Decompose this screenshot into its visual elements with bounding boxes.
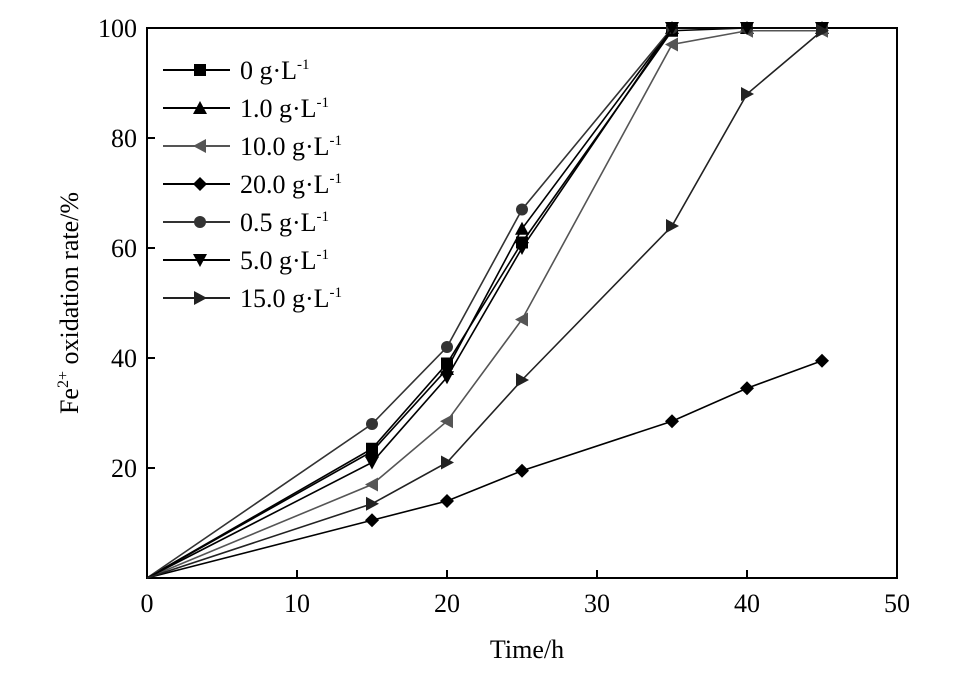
legend-marker: [194, 64, 206, 76]
data-point: [665, 22, 679, 35]
legend-unit-sup: -1: [330, 285, 343, 301]
legend-unit-sup: -1: [317, 247, 330, 263]
legend-value: 10.0: [240, 132, 286, 161]
series-3: [146, 353, 829, 579]
legend-value: 5.0: [240, 246, 273, 275]
legend-unit: g·L: [273, 94, 317, 123]
legend-marker: [193, 139, 206, 153]
legend-item: 20.0 g·L-1: [163, 170, 342, 199]
data-point: [740, 381, 754, 396]
legend-item: 10.0 g·L-1: [163, 132, 342, 161]
x-tick-label: 40: [734, 589, 760, 618]
x-tick-label: 0: [141, 589, 154, 618]
data-point: [365, 456, 379, 470]
legend-marker: [194, 216, 206, 228]
legend-unit: g·L: [286, 284, 330, 313]
legend-unit-sup: -1: [317, 95, 330, 111]
data-point: [516, 373, 529, 387]
data-point: [515, 463, 529, 478]
plot-frame: [146, 27, 898, 579]
data-point: [515, 221, 529, 235]
data-point: [440, 414, 453, 429]
data-point: [665, 37, 678, 52]
data-point: [366, 418, 378, 430]
y-axis-title-sup: 2+: [55, 371, 72, 388]
legend-value: 1.0: [240, 94, 273, 123]
y-axis-title-rest: oxidation rate/%: [55, 192, 84, 371]
y-tick-label: 20: [111, 454, 137, 483]
data-point: [440, 371, 454, 385]
data-point: [665, 414, 679, 429]
legend-item: 5.0 g·L-1: [163, 246, 329, 275]
data-point: [740, 22, 754, 35]
legend-marker: [193, 254, 207, 267]
data-point: [366, 496, 379, 511]
y-axis-title: Fe2+ oxidation rate/%: [55, 192, 84, 414]
legend-marker: [194, 291, 207, 305]
legend-marker: [193, 101, 207, 114]
legend-label: 0 g·L-1: [240, 56, 310, 85]
y-tick-label: 80: [111, 124, 137, 153]
legend-unit: g·L: [286, 170, 330, 199]
legend-unit: g·L: [286, 132, 330, 161]
legend-value: 15.0: [240, 284, 286, 313]
y-tick-label: 100: [98, 14, 137, 43]
legend-label: 15.0 g·L-1: [240, 284, 342, 313]
legend-label: 5.0 g·L-1: [240, 246, 329, 275]
legend-unit-sup: -1: [330, 133, 343, 149]
y-tick-label: 60: [111, 234, 137, 263]
legend-value: 0.5: [240, 208, 273, 237]
data-point: [441, 341, 453, 353]
legend-unit-sup: -1: [317, 209, 330, 225]
x-tick-label: 10: [284, 589, 310, 618]
data-point: [816, 23, 829, 38]
data-point: [515, 312, 528, 327]
data-point: [440, 494, 454, 508]
legend-unit: g·L: [273, 208, 317, 237]
legend-unit-sup: -1: [330, 171, 343, 187]
data-point: [666, 219, 679, 233]
legend-label: 0.5 g·L-1: [240, 208, 329, 237]
legend-item: 1.0 g·L-1: [163, 94, 329, 123]
data-point: [365, 477, 378, 492]
x-tick-label: 30: [584, 589, 610, 618]
data-point: [741, 87, 754, 101]
data-point: [441, 455, 454, 470]
legend-item: 0 g·L-1: [163, 56, 310, 85]
data-point: [515, 242, 529, 255]
y-axis-title-main: Fe: [55, 388, 84, 414]
legend-label: 20.0 g·L-1: [240, 170, 342, 199]
data-point: [516, 203, 528, 216]
data-point: [815, 353, 829, 368]
x-axis-title: Time/h: [490, 635, 564, 664]
y-tick-label: 40: [111, 344, 137, 373]
legend-value: 20.0: [240, 170, 286, 199]
legend-label: 1.0 g·L-1: [240, 94, 329, 123]
legend-unit: g·L: [253, 56, 297, 85]
legend-unit: g·L: [273, 246, 317, 275]
x-tick-label: 20: [434, 589, 460, 618]
legend-unit-sup: -1: [297, 57, 310, 73]
data-point: [365, 513, 379, 528]
legend-marker: [193, 177, 207, 191]
legend-item: 15.0 g·L-1: [163, 284, 342, 313]
series-6: [146, 23, 829, 579]
x-tick-label: 50: [884, 589, 910, 618]
legend-item: 0.5 g·L-1: [163, 208, 329, 237]
legend-label: 10.0 g·L-1: [240, 132, 342, 161]
legend-value: 0: [240, 56, 253, 85]
series-5: [146, 22, 829, 579]
data-point: [365, 444, 379, 458]
legend: 0 g·L-11.0 g·L-110.0 g·L-120.0 g·L-10.5 …: [163, 56, 342, 313]
